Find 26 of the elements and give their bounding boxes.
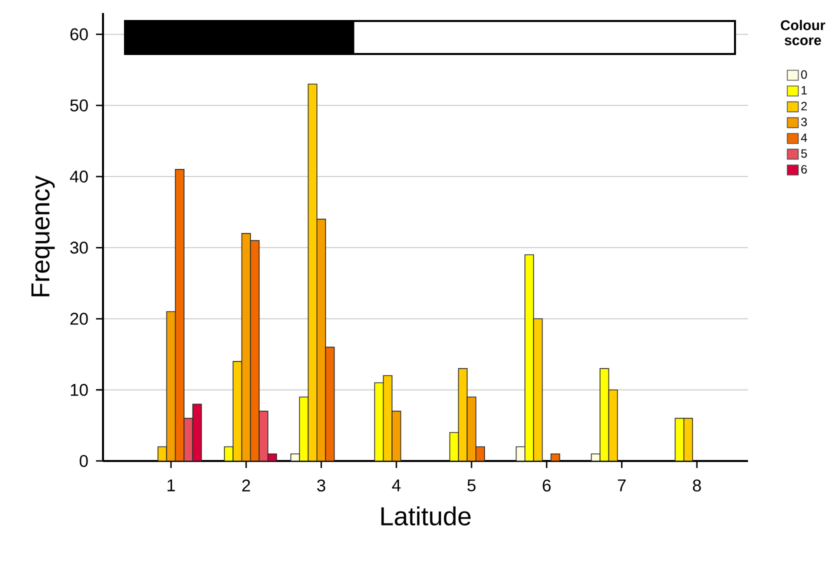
x-tick-label: 1 <box>168 479 175 492</box>
y-tick-label: 40 <box>70 170 88 183</box>
bar <box>550 453 560 462</box>
x-tick-label: 4 <box>392 479 401 492</box>
legend-title: Colour score <box>780 20 826 46</box>
legend-label: 3 <box>801 118 807 126</box>
y-tick-label: 50 <box>70 99 88 112</box>
x-tick-label: 3 <box>317 480 326 492</box>
y-tick-label: 0 <box>80 454 88 468</box>
x-axis-title: Latitude <box>381 506 471 526</box>
y-tick-label: 60 <box>70 28 88 40</box>
legend-label: 2 <box>801 102 807 110</box>
x-tick-label: 5 <box>467 479 476 492</box>
legend-label: 0 <box>801 70 807 79</box>
legend-label: 1 <box>802 86 807 94</box>
legend-label: 4 <box>800 134 808 142</box>
x-tick-label: 6 <box>542 480 551 492</box>
legend-label: 6 <box>801 165 807 174</box>
x-tick-label: 7 <box>618 479 626 492</box>
y-tick-label: 30 <box>70 242 88 254</box>
y-axis-title: Frequency <box>31 176 55 296</box>
y-tick-label: 10 <box>70 384 88 396</box>
x-tick-label: 2 <box>242 480 250 492</box>
y-tick-label: 20 <box>70 312 88 325</box>
x-tick-label: 8 <box>692 480 701 492</box>
legend-label: 5 <box>801 149 807 158</box>
